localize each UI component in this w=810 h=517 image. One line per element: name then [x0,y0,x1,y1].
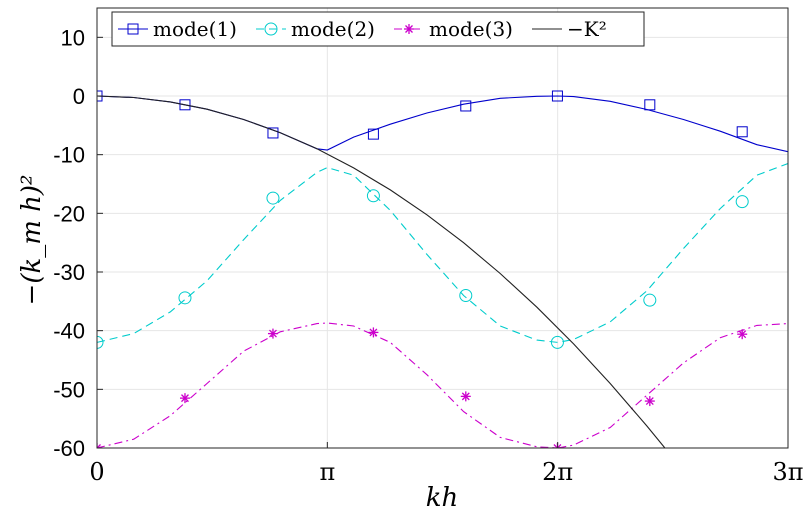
tick-labels: 0 π 2π 3π 10 0 -10 -20 -30 -40 -50 -60 [53,25,803,486]
axis-ticks [96,36,789,449]
legend-label: −K² [567,17,607,41]
y-tick-label: 0 [73,84,85,109]
legend-entry: mode(1) [118,17,237,41]
data-point-square [736,126,748,138]
legend-label: mode(1) [153,17,237,41]
y-tick-label: 10 [61,25,85,50]
legend-entry: mode(2) [256,17,375,41]
data-point-square [179,99,191,111]
data-point-circle [266,191,280,205]
data-point-square [644,99,656,111]
y-tick-label: -10 [53,143,85,168]
series-3 [97,322,788,448]
data-point-circle [550,335,564,349]
legend-entry: mode(3) [394,17,513,41]
series-4 [97,95,666,448]
x-tick-label: 2π [542,458,573,486]
x-tick-label: 3π [772,458,803,486]
data-point-asterisk [737,329,748,340]
y-tick-label: -50 [53,377,85,402]
y-tick-label: -40 [53,319,85,344]
x-axis-label: kh [426,483,459,513]
y-axis-label: −(k_m h)² [17,175,47,306]
legend: mode(1) mode(2) mode(3) −K² [111,11,645,47]
series-2 [97,162,788,349]
data-point-square [127,23,139,35]
series-layer [97,90,788,448]
legend-label: mode(3) [429,17,513,41]
data-point-circle [178,291,192,305]
grid-lines [96,8,789,449]
data-point-circle [735,195,749,209]
data-point-circle [643,293,657,307]
data-point-asterisk [644,396,655,407]
data-point-square [267,127,279,139]
x-tick-label: 0 [89,458,104,486]
legend-entry: −K² [532,17,607,41]
data-point-circle [264,22,278,36]
data-point-square [367,128,379,140]
data-point-circle [97,335,104,349]
data-point-asterisk [404,24,414,34]
series-line [97,322,788,448]
data-point-circle [366,189,380,203]
data-point-circle [459,288,473,302]
series-line [97,95,666,448]
data-point-asterisk [97,443,102,448]
y-tick-label: -30 [53,260,85,285]
data-point-asterisk [460,391,471,402]
plot-background [97,8,788,448]
y-tick-label: -20 [53,201,85,226]
data-point-asterisk [267,328,278,339]
plot-frame [96,7,789,449]
data-point-square [460,100,472,112]
data-point-square [551,90,563,102]
x-tick-label: π [319,458,335,486]
series-line [97,162,788,343]
legend-label: mode(2) [291,17,375,41]
data-point-asterisk [179,393,190,404]
y-tick-label: -60 [53,436,85,461]
data-point-asterisk [368,327,379,338]
